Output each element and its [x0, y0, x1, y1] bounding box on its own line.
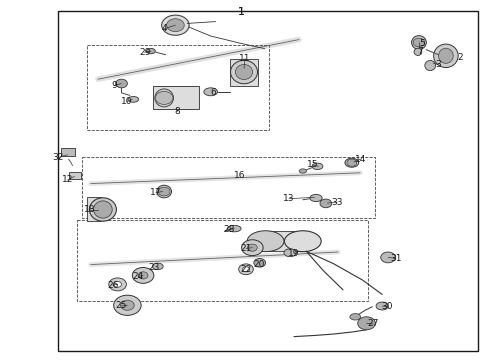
Text: 4: 4 — [161, 24, 167, 33]
Text: 31: 31 — [390, 254, 402, 263]
Text: 7: 7 — [417, 46, 423, 55]
Ellipse shape — [227, 225, 241, 232]
Text: 16: 16 — [234, 171, 246, 180]
Ellipse shape — [236, 64, 253, 80]
Ellipse shape — [128, 96, 139, 102]
Ellipse shape — [147, 49, 155, 54]
Circle shape — [109, 278, 126, 291]
Circle shape — [413, 38, 425, 47]
Ellipse shape — [89, 198, 116, 221]
Bar — [87, 197, 101, 221]
Ellipse shape — [376, 302, 388, 310]
Text: 19: 19 — [288, 249, 300, 258]
Bar — [230, 59, 258, 86]
Text: 10: 10 — [121, 97, 132, 106]
Bar — [153, 86, 199, 109]
Text: 9: 9 — [111, 81, 117, 90]
Circle shape — [158, 187, 170, 196]
Ellipse shape — [231, 60, 258, 84]
Circle shape — [358, 317, 375, 330]
Text: 25: 25 — [116, 302, 127, 310]
Text: 6: 6 — [210, 88, 216, 97]
Text: 27: 27 — [368, 320, 379, 328]
Text: 26: 26 — [107, 281, 119, 289]
Ellipse shape — [425, 60, 436, 71]
Ellipse shape — [350, 314, 361, 320]
Text: 22: 22 — [241, 266, 251, 274]
Circle shape — [114, 282, 122, 287]
Text: 14: 14 — [354, 154, 366, 163]
Ellipse shape — [284, 249, 296, 257]
Text: 12: 12 — [62, 175, 74, 184]
Ellipse shape — [345, 158, 359, 167]
Ellipse shape — [152, 263, 163, 270]
Circle shape — [347, 159, 357, 166]
Text: 29: 29 — [139, 48, 150, 57]
Circle shape — [243, 267, 249, 272]
Text: 32: 32 — [52, 153, 64, 162]
Text: 24: 24 — [133, 272, 144, 281]
Circle shape — [132, 267, 154, 283]
Circle shape — [254, 258, 266, 267]
Ellipse shape — [94, 201, 112, 218]
Circle shape — [242, 240, 263, 256]
Circle shape — [239, 264, 253, 275]
Ellipse shape — [284, 231, 321, 252]
Bar — [69, 172, 81, 179]
Text: 3: 3 — [436, 60, 441, 69]
Ellipse shape — [412, 36, 426, 49]
Circle shape — [121, 300, 134, 310]
Text: 21: 21 — [240, 244, 252, 253]
Ellipse shape — [157, 185, 172, 198]
Ellipse shape — [299, 169, 307, 173]
Text: 17: 17 — [150, 188, 162, 197]
Text: 33: 33 — [331, 198, 343, 207]
Circle shape — [116, 79, 127, 88]
Ellipse shape — [312, 163, 323, 170]
Bar — [266, 231, 302, 251]
Text: 11: 11 — [239, 54, 251, 63]
Text: 20: 20 — [253, 260, 265, 269]
Bar — [58, 11, 478, 351]
Ellipse shape — [155, 89, 173, 107]
Ellipse shape — [204, 88, 218, 96]
Text: 23: 23 — [148, 263, 160, 271]
Ellipse shape — [434, 44, 458, 68]
Circle shape — [155, 91, 173, 104]
Ellipse shape — [439, 48, 453, 63]
Circle shape — [381, 252, 395, 263]
Circle shape — [167, 19, 184, 32]
Circle shape — [320, 199, 332, 208]
Circle shape — [138, 272, 148, 279]
Circle shape — [114, 295, 141, 315]
Bar — [61, 148, 75, 156]
Ellipse shape — [414, 48, 422, 55]
Text: 1: 1 — [238, 6, 245, 17]
Text: 18: 18 — [84, 205, 96, 214]
Ellipse shape — [310, 194, 322, 202]
Ellipse shape — [247, 231, 284, 252]
Text: 15: 15 — [307, 161, 318, 169]
Circle shape — [162, 15, 189, 35]
Text: 5: 5 — [419, 39, 425, 48]
Circle shape — [247, 244, 257, 251]
Text: 2: 2 — [458, 53, 464, 62]
Text: 30: 30 — [381, 302, 393, 311]
Text: 8: 8 — [174, 107, 180, 116]
Text: 28: 28 — [223, 225, 235, 234]
Text: 1: 1 — [238, 6, 245, 17]
Text: 13: 13 — [283, 194, 295, 203]
